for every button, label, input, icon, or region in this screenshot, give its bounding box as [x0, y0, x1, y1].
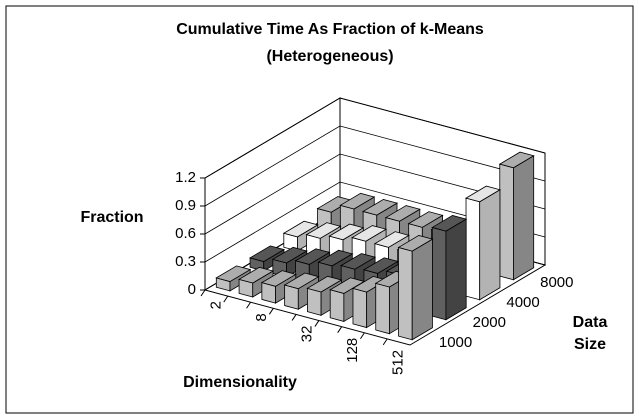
bar-top [351, 225, 388, 242]
grid-line [204, 97, 546, 179]
x-tick [200, 289, 206, 297]
bar [465, 185, 501, 301]
bar-front [284, 284, 299, 310]
bar-top [373, 231, 410, 248]
bar-front [499, 163, 514, 281]
x-tick [223, 295, 229, 303]
x-tick-label: 128 [344, 338, 361, 363]
bar-top [238, 266, 275, 284]
z-axis-label: Data Size [572, 314, 608, 353]
x-tick [268, 308, 274, 315]
grid-line [204, 125, 546, 207]
y-axis-label: Fraction [80, 209, 143, 226]
series-label: 2000 [473, 314, 506, 331]
bar-top [498, 151, 535, 169]
bar-top [362, 257, 399, 274]
bar-top [271, 246, 308, 264]
bar-front [352, 287, 368, 329]
chart-title: Cumulative Time As Fraction of k-Means [176, 21, 484, 38]
bar-top [215, 265, 252, 282]
x-axis-label: Dimensionality [183, 374, 297, 391]
bar-top [305, 222, 342, 239]
bar-top [431, 215, 468, 232]
bar-top [362, 199, 399, 216]
bar-side [513, 155, 535, 281]
bar-top [282, 220, 319, 238]
x-tick [360, 332, 365, 340]
x-tick-label: 32 [298, 326, 315, 343]
chart-subtitle: (Heterogeneous) [266, 48, 393, 65]
x-tick-label: 8 [253, 313, 270, 321]
bar-front [307, 287, 322, 316]
bar-front [398, 246, 413, 341]
y-tick-label: 0.3 [175, 253, 196, 270]
bar [498, 151, 535, 281]
bar-top [339, 192, 376, 210]
y-tick-label: 0.6 [175, 225, 196, 242]
bar-side [411, 238, 433, 341]
series-label: 8000 [540, 274, 573, 291]
bar-top [260, 270, 297, 287]
y-tick-label: 0.9 [175, 197, 196, 214]
y-tick-label: 0 [188, 281, 196, 298]
bar-top [249, 245, 285, 262]
bar-top [294, 248, 331, 265]
bar [397, 235, 434, 341]
bar-front [375, 282, 390, 335]
bar-front [465, 197, 481, 301]
x-tick [246, 301, 251, 309]
bar-top [397, 235, 434, 252]
bar-top [340, 253, 377, 270]
bar-side [445, 218, 467, 321]
x-tick-label: 2 [207, 301, 224, 309]
bar-front [431, 226, 447, 321]
bar [431, 215, 468, 321]
bar-top [283, 272, 320, 290]
series-label: 4000 [506, 294, 539, 311]
bar-top [306, 275, 343, 293]
y-tick-label: 1.2 [175, 169, 196, 186]
bar-top [384, 205, 421, 222]
bar-side [479, 189, 501, 301]
x-tick [291, 314, 297, 321]
bar-top [465, 185, 501, 203]
bar-front [329, 289, 345, 322]
x-tick-label: 512 [390, 350, 407, 375]
bar-top [407, 211, 444, 228]
bar-top [328, 223, 365, 241]
x-tick [314, 320, 320, 327]
series-label: 1000 [439, 334, 472, 351]
grid-line [204, 153, 546, 235]
x-tick [382, 338, 388, 346]
bar-top [317, 249, 354, 267]
x-tick [337, 326, 343, 333]
